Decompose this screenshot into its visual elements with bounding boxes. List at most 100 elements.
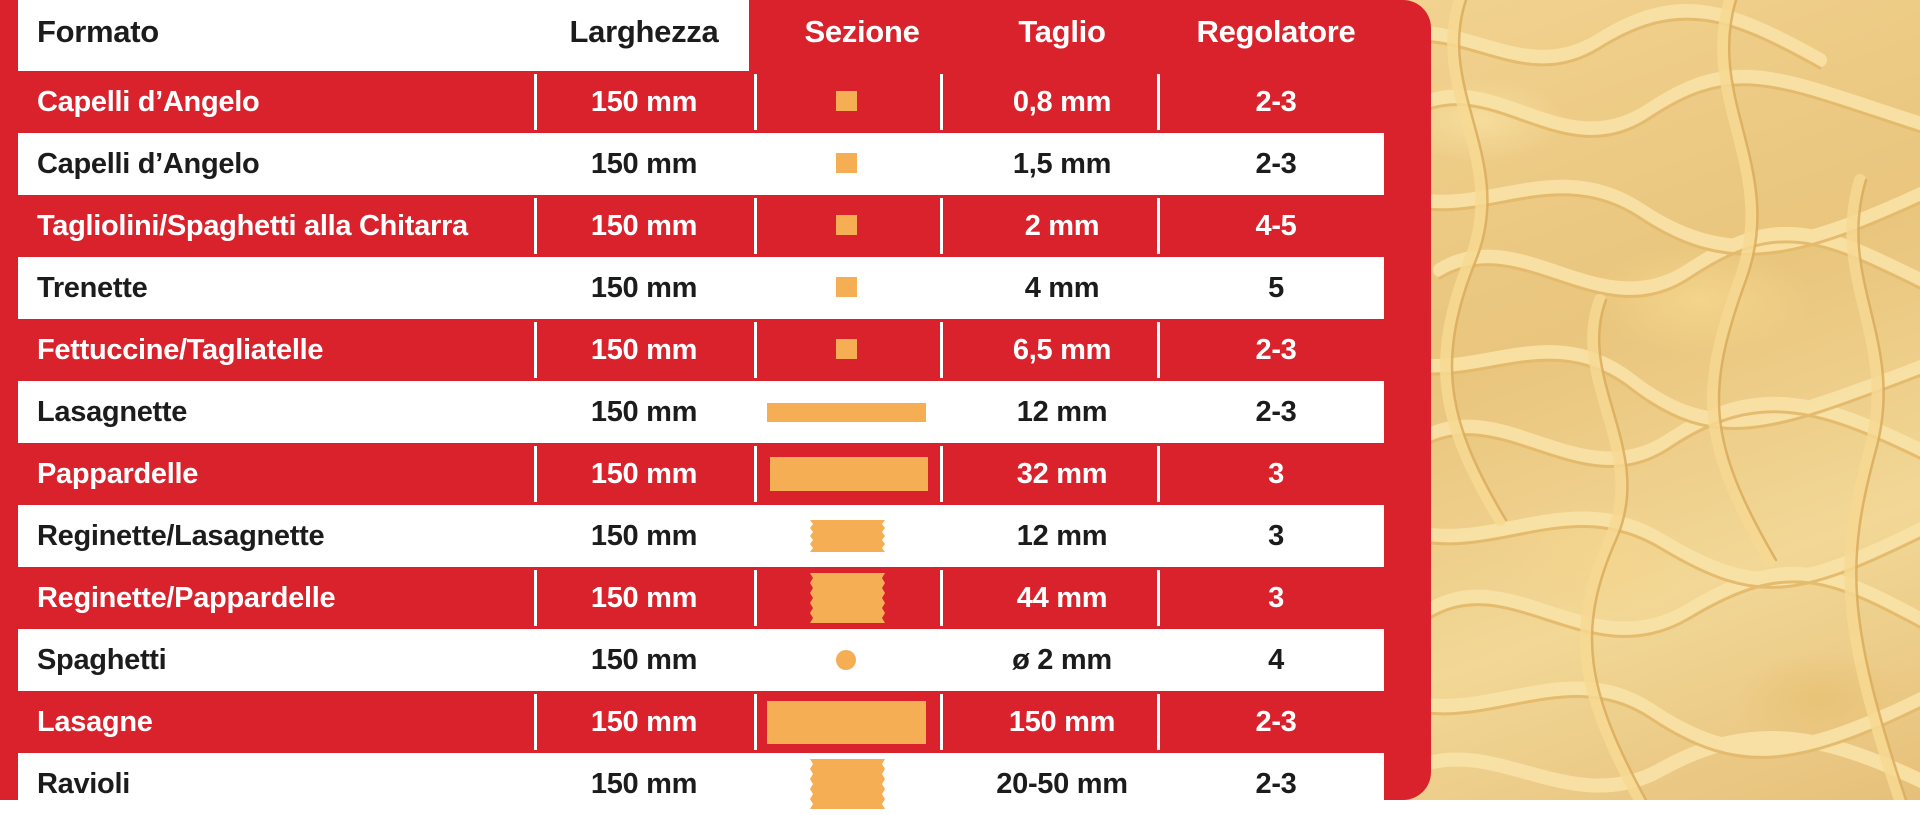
cell-width: 150 mm xyxy=(590,520,698,552)
section-shape-graphic xyxy=(767,403,926,422)
section-shape xyxy=(755,691,969,753)
section-shape xyxy=(755,753,969,815)
table-row: Lasagnette 150 mm 12 mm 2-3 xyxy=(18,381,1384,443)
cell-regulator: 5 xyxy=(1268,272,1284,304)
section-shape-graphic xyxy=(836,215,857,235)
cell-width: 150 mm xyxy=(590,582,698,614)
column-divider xyxy=(940,446,943,502)
column-divider xyxy=(1157,694,1160,750)
column-divider xyxy=(940,322,943,378)
table-row: Capelli d’Angelo 150 mm 0,8 mm 2-3 xyxy=(18,71,1384,133)
section-shape-graphic xyxy=(836,91,857,111)
cell-regulator: 2-3 xyxy=(1255,86,1297,118)
cell-format: Capelli d’Angelo xyxy=(37,86,260,118)
cell-regulator: 2-3 xyxy=(1255,706,1297,738)
section-shape-graphic xyxy=(836,339,857,359)
cell-width: 150 mm xyxy=(590,210,698,242)
section-shape-graphic xyxy=(836,153,857,173)
column-divider xyxy=(1157,570,1160,626)
cell-regulator: 2-3 xyxy=(1255,334,1297,366)
cell-cut: 12 mm xyxy=(1016,396,1108,428)
table-row: Reginette/Pappardelle 150 mm 44 mm 3 xyxy=(18,567,1384,629)
column-divider xyxy=(534,198,537,254)
section-shape-graphic xyxy=(767,701,926,744)
cell-width: 150 mm xyxy=(590,458,698,490)
cell-regulator: 4 xyxy=(1268,644,1284,676)
cell-format: Lasagne xyxy=(37,706,153,738)
cell-cut: ø 2 mm xyxy=(1012,644,1112,676)
column-divider xyxy=(940,694,943,750)
header-white-block xyxy=(18,0,749,71)
column-divider xyxy=(1157,198,1160,254)
header-width: Larghezza xyxy=(569,14,719,49)
section-shape xyxy=(755,195,969,257)
table-row: Ravioli 150 mm 20-50 mm 2-3 xyxy=(18,753,1384,815)
cell-cut: 12 mm xyxy=(1016,520,1108,552)
section-shape-graphic xyxy=(770,457,928,491)
cell-format: Tagliolini/Spaghetti alla Chitarra xyxy=(37,210,468,242)
table-row: Fettuccine/Tagliatelle 150 mm 6,5 mm 2-3 xyxy=(18,319,1384,381)
cell-cut: 32 mm xyxy=(1016,458,1108,490)
section-shape xyxy=(755,257,969,319)
cell-width: 150 mm xyxy=(590,768,698,800)
cell-format: Capelli d’Angelo xyxy=(37,148,260,180)
cell-width: 150 mm xyxy=(590,396,698,428)
cell-format: Reginette/Pappardelle xyxy=(37,582,336,614)
pasta-photo xyxy=(1400,0,1920,800)
column-divider xyxy=(940,74,943,130)
section-shape xyxy=(755,71,969,133)
cell-width: 150 mm xyxy=(590,86,698,118)
column-divider xyxy=(754,446,757,502)
cell-format: Ravioli xyxy=(37,768,130,800)
cell-width: 150 mm xyxy=(590,148,698,180)
section-shape xyxy=(755,567,969,629)
table-row: Spaghetti 150 mm ø 2 mm 4 xyxy=(18,629,1384,691)
table-row: Tagliolini/Spaghetti alla Chitarra 150 mm… xyxy=(18,195,1384,257)
header-section: Sezione xyxy=(804,14,920,49)
column-divider xyxy=(534,74,537,130)
column-divider xyxy=(534,446,537,502)
section-shape-graphic xyxy=(836,277,857,297)
cell-format: Pappardelle xyxy=(37,458,199,490)
cell-regulator: 4-5 xyxy=(1255,210,1297,242)
header-cut: Taglio xyxy=(1018,14,1106,49)
column-divider xyxy=(754,74,757,130)
cell-width: 150 mm xyxy=(590,644,698,676)
cell-regulator: 3 xyxy=(1268,520,1284,552)
cell-cut: 1,5 mm xyxy=(1012,148,1112,180)
column-divider xyxy=(534,570,537,626)
column-divider xyxy=(534,322,537,378)
column-divider xyxy=(534,694,537,750)
section-shape-graphic xyxy=(810,759,885,809)
cell-regulator: 3 xyxy=(1268,582,1284,614)
column-divider xyxy=(1157,322,1160,378)
column-divider xyxy=(754,322,757,378)
cell-format: Lasagnette xyxy=(37,396,188,428)
column-divider xyxy=(1157,74,1160,130)
cell-cut: 44 mm xyxy=(1016,582,1108,614)
section-shape xyxy=(755,133,969,195)
table-row: Trenette 150 mm 4 mm 5 xyxy=(18,257,1384,319)
header-format: Formato xyxy=(37,14,159,49)
section-shape-graphic xyxy=(836,650,856,670)
column-divider xyxy=(940,570,943,626)
cell-cut: 4 mm xyxy=(1024,272,1100,304)
tagliatelle-illustration xyxy=(1400,0,1920,800)
section-shape xyxy=(755,629,969,691)
cell-format: Fettuccine/Tagliatelle xyxy=(37,334,324,366)
cell-cut: 2 mm xyxy=(1024,210,1100,242)
table-row: Pappardelle 150 mm 32 mm 3 xyxy=(18,443,1384,505)
table-body: Capelli d’Angelo 150 mm 0,8 mm 2-3 Capelli d… xyxy=(18,71,1384,815)
column-divider xyxy=(754,570,757,626)
cell-cut: 150 mm xyxy=(1008,706,1116,738)
header-regulator: Regolatore xyxy=(1196,14,1356,49)
cell-format: Trenette xyxy=(37,272,148,304)
cell-regulator: 2-3 xyxy=(1255,148,1297,180)
cell-cut: 6,5 mm xyxy=(1012,334,1112,366)
cell-cut: 0,8 mm xyxy=(1012,86,1112,118)
section-shape xyxy=(755,443,969,505)
section-shape xyxy=(755,319,969,381)
cell-regulator: 3 xyxy=(1268,458,1284,490)
column-divider xyxy=(1157,446,1160,502)
section-shape-graphic xyxy=(810,573,885,623)
